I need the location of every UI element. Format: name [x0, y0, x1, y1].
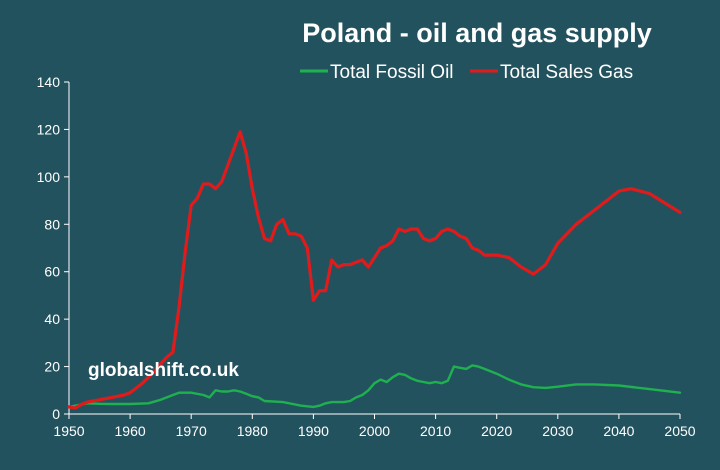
x-tick-label: 1960 [115, 423, 146, 439]
x-tick-label: 2000 [359, 423, 390, 439]
x-tick-label: 2040 [603, 423, 634, 439]
y-tick-label: 40 [44, 311, 60, 327]
x-tick-label: 1950 [53, 423, 84, 439]
y-tick-label: 60 [44, 264, 60, 280]
x-tick-label: 2010 [420, 423, 451, 439]
x-tick-label: 2050 [664, 423, 695, 439]
y-tick-label: 100 [37, 169, 61, 185]
y-axis-ticks: 0 20 40 60 80 100 120 140 [37, 74, 69, 422]
x-tick-label: 1980 [237, 423, 268, 439]
x-tick-label: 1970 [176, 423, 207, 439]
series-line-total-fossil-oil [67, 364, 682, 409]
legend-label-gas: Total Sales Gas [500, 62, 633, 83]
x-axis-ticks: 1950 1960 1970 1980 1990 2000 2010 2020 2030 2040… [53, 414, 696, 439]
x-tick-label: 2030 [542, 423, 573, 439]
series-layer [67, 130, 682, 410]
x-tick-label: 2020 [481, 423, 512, 439]
legend: Total Fossil Oil Total Sales Gas [300, 62, 633, 83]
x-tick-label: 1990 [298, 423, 329, 439]
legend-label-oil: Total Fossil Oil [330, 62, 454, 83]
y-tick-label: 20 [44, 359, 60, 375]
y-tick-label: 120 [37, 121, 61, 137]
y-tick-label: 140 [37, 74, 61, 90]
y-tick-label: 0 [52, 406, 60, 422]
chart-title: Poland - oil and gas supply [302, 18, 652, 48]
watermark-annotation: globalshift.co.uk [88, 360, 239, 381]
series-line-total-sales-gas [67, 130, 682, 410]
y-tick-label: 80 [44, 216, 60, 232]
